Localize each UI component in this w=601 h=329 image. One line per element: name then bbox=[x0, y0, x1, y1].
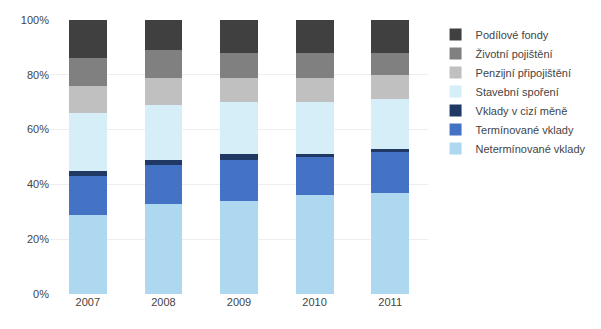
svg-text:2009: 2009 bbox=[227, 296, 251, 308]
svg-text:80%: 80% bbox=[27, 69, 49, 81]
svg-text:60%: 60% bbox=[27, 123, 49, 135]
svg-text:Vklady v cizí měně: Vklady v cizí měně bbox=[476, 105, 568, 117]
svg-text:Podílové fondy: Podílové fondy bbox=[476, 29, 549, 41]
svg-text:2007: 2007 bbox=[76, 296, 100, 308]
svg-text:Termínované vklady: Termínované vklady bbox=[476, 124, 574, 136]
svg-text:40%: 40% bbox=[27, 178, 49, 190]
svg-text:20%: 20% bbox=[27, 233, 49, 245]
svg-text:Životní pojištění: Životní pojištění bbox=[476, 48, 553, 60]
svg-text:0%: 0% bbox=[33, 288, 49, 300]
svg-text:Netermínované vklady: Netermínované vklady bbox=[476, 143, 586, 155]
svg-text:100%: 100% bbox=[21, 14, 49, 26]
svg-text:2010: 2010 bbox=[302, 296, 326, 308]
svg-text:2008: 2008 bbox=[151, 296, 175, 308]
svg-text:Penzijní připojištění: Penzijní připojištění bbox=[476, 67, 571, 79]
svg-text:2011: 2011 bbox=[378, 296, 402, 308]
svg-text:Stavební spoření: Stavební spoření bbox=[476, 86, 559, 98]
